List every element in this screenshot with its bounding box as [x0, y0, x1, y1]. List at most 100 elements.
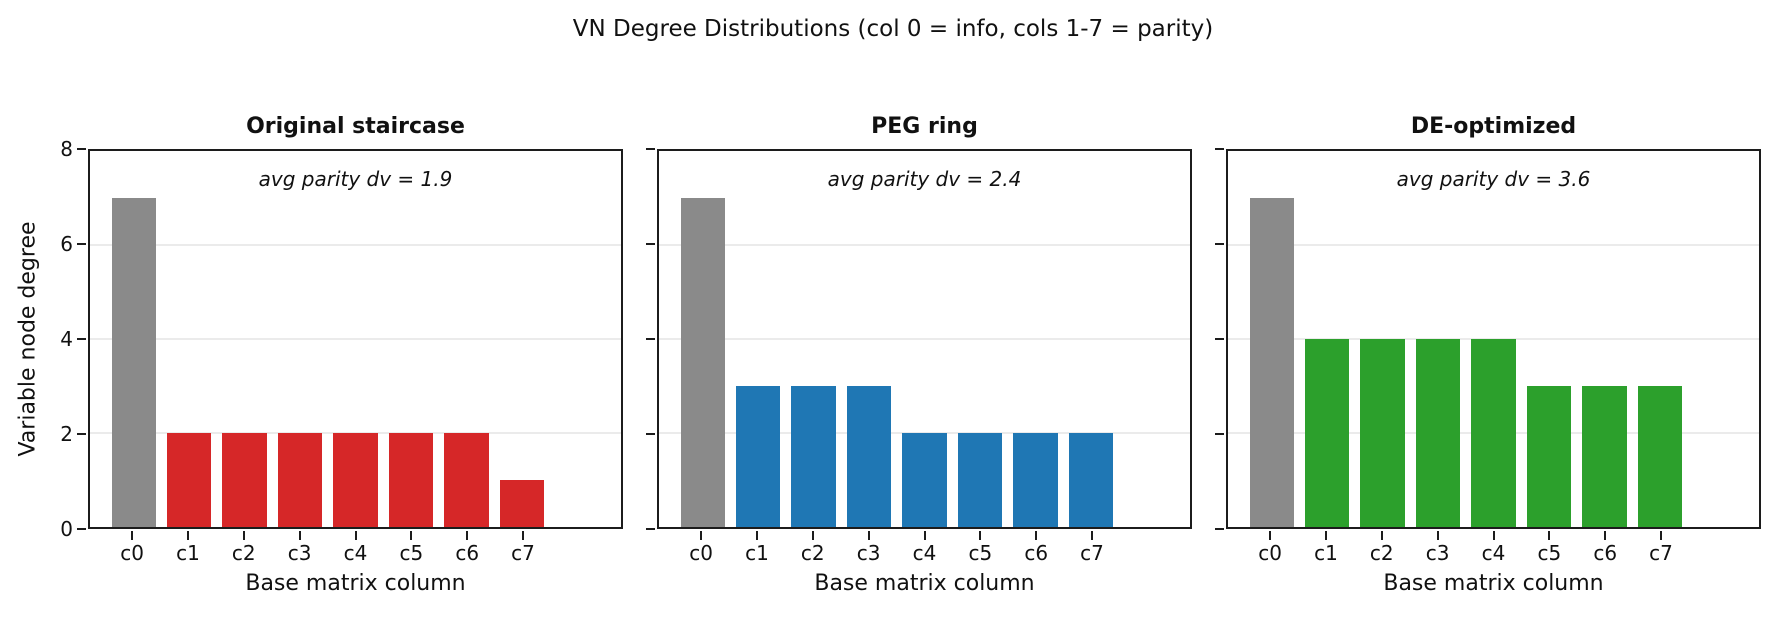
- x-tick-c6: [1035, 531, 1038, 540]
- bar-c2: [222, 433, 267, 527]
- y-tick-8: [1215, 148, 1224, 150]
- x-tick-label-c1: c1: [1314, 541, 1338, 565]
- x-tick-c2: [811, 531, 814, 540]
- bar-c2: [791, 386, 836, 527]
- bar-c3: [846, 386, 892, 527]
- bar-c3: [277, 433, 323, 527]
- x-tick-c7: [522, 531, 525, 540]
- x-tick-c4: [354, 531, 357, 540]
- bar-c7: [1068, 433, 1113, 527]
- y-tick-2: [77, 433, 86, 435]
- gridline-y4: [90, 338, 621, 340]
- bar-c4: [1471, 339, 1516, 527]
- x-axis-label: Base matrix column: [814, 571, 1035, 596]
- bar-c5: [1526, 386, 1572, 527]
- x-tick-c7: [1660, 531, 1663, 540]
- x-tick-c3: [867, 531, 870, 540]
- y-tick-6: [646, 243, 655, 245]
- x-tick-label-c7: c7: [511, 541, 535, 565]
- x-tick-c2: [242, 531, 245, 540]
- x-tick-label-c6: c6: [1024, 541, 1049, 565]
- x-tick-c0: [700, 531, 703, 540]
- bar-c4: [333, 433, 378, 527]
- bar-c0: [1249, 198, 1294, 527]
- plot-area: avg parity dv = 1.9: [88, 149, 623, 529]
- gridline-y6: [659, 244, 1190, 246]
- x-axis-label: Base matrix column: [1383, 571, 1604, 596]
- x-tick-c3: [1436, 531, 1439, 540]
- x-tick-label-c2: c2: [1369, 541, 1394, 565]
- x-tick-label-c7: c7: [1649, 541, 1673, 565]
- x-tick-c3: [298, 531, 301, 540]
- x-tick-label-c0: c0: [120, 541, 144, 565]
- y-tick-4: [1215, 338, 1224, 340]
- bar-c6: [1582, 386, 1627, 527]
- gridline-y6: [1228, 244, 1759, 246]
- y-tick-8: [646, 148, 655, 150]
- plot-area: avg parity dv = 3.6: [1226, 149, 1761, 529]
- x-tick-label-c3: c3: [287, 541, 312, 565]
- y-tick-0: [77, 528, 86, 530]
- bar-c3: [1415, 339, 1461, 527]
- bar-c0: [680, 198, 725, 527]
- y-tick-6: [1215, 243, 1224, 245]
- x-tick-c6: [1604, 531, 1607, 540]
- figure-title: VN Degree Distributions (col 0 = info, c…: [572, 16, 1214, 42]
- bar-c2: [1360, 339, 1405, 527]
- x-tick-label-c0: c0: [689, 541, 713, 565]
- x-tick-c4: [1492, 531, 1495, 540]
- annotation: avg parity dv = 1.9: [258, 167, 453, 191]
- subplot-title: Original staircase: [246, 114, 465, 139]
- bar-c4: [902, 433, 947, 527]
- bar-c5: [957, 433, 1003, 527]
- x-tick-c5: [979, 531, 982, 540]
- subplot-2: PEG ring avg parity dv = 2.4 c0 c1 c2 c3 c4 c5 c…: [646, 114, 1192, 596]
- gridline-y6: [90, 244, 621, 246]
- x-tick-c0: [1269, 531, 1272, 540]
- y-tick-0: [1215, 528, 1224, 530]
- x-tick-c5: [410, 531, 413, 540]
- x-tick-label-c5: c5: [1537, 541, 1562, 565]
- bar-c1: [167, 433, 212, 527]
- y-tick-4: [646, 338, 655, 340]
- x-tick-label-c5: c5: [968, 541, 993, 565]
- y-tick-2: [646, 433, 655, 435]
- bar-c7: [1637, 386, 1682, 527]
- x-tick-c2: [1380, 531, 1383, 540]
- x-tick-label-c2: c2: [800, 541, 825, 565]
- y-tick-6: [77, 243, 86, 245]
- y-tick-4: [77, 338, 86, 340]
- x-tick-c6: [466, 531, 469, 540]
- subplot-1: Original staircase avg parity dv = 1.9 0 2 4…: [60, 114, 623, 596]
- subplot-title: PEG ring: [871, 114, 978, 139]
- x-tick-label-c6: c6: [1593, 541, 1618, 565]
- x-tick-c1: [186, 531, 189, 540]
- bar-c5: [388, 433, 434, 527]
- bar-c6: [444, 433, 489, 527]
- gridline-y4: [659, 338, 1190, 340]
- y-tick-label-6: 6: [60, 232, 73, 256]
- subplot-title: DE-optimized: [1410, 114, 1577, 139]
- y-tick-label-2: 2: [60, 422, 73, 446]
- x-tick-label-c1: c1: [176, 541, 200, 565]
- bar-c6: [1013, 433, 1058, 527]
- bar-c0: [111, 198, 156, 527]
- x-tick-label-c3: c3: [856, 541, 881, 565]
- bar-c7: [499, 480, 544, 527]
- bar-c1: [1305, 339, 1350, 527]
- y-tick-label-0: 0: [60, 517, 73, 541]
- x-tick-c5: [1548, 531, 1551, 540]
- plot-area: avg parity dv = 2.4: [657, 149, 1192, 529]
- y-tick-2: [1215, 433, 1224, 435]
- x-tick-label-c4: c4: [343, 541, 368, 565]
- y-tick-label-8: 8: [60, 137, 73, 161]
- bar-c1: [736, 386, 781, 527]
- x-tick-label-c2: c2: [231, 541, 256, 565]
- x-tick-label-c5: c5: [399, 541, 424, 565]
- x-tick-label-c6: c6: [455, 541, 480, 565]
- x-tick-label-c4: c4: [1481, 541, 1506, 565]
- x-tick-c7: [1091, 531, 1094, 540]
- annotation: avg parity dv = 2.4: [827, 167, 1022, 191]
- y-tick-label-4: 4: [60, 327, 73, 351]
